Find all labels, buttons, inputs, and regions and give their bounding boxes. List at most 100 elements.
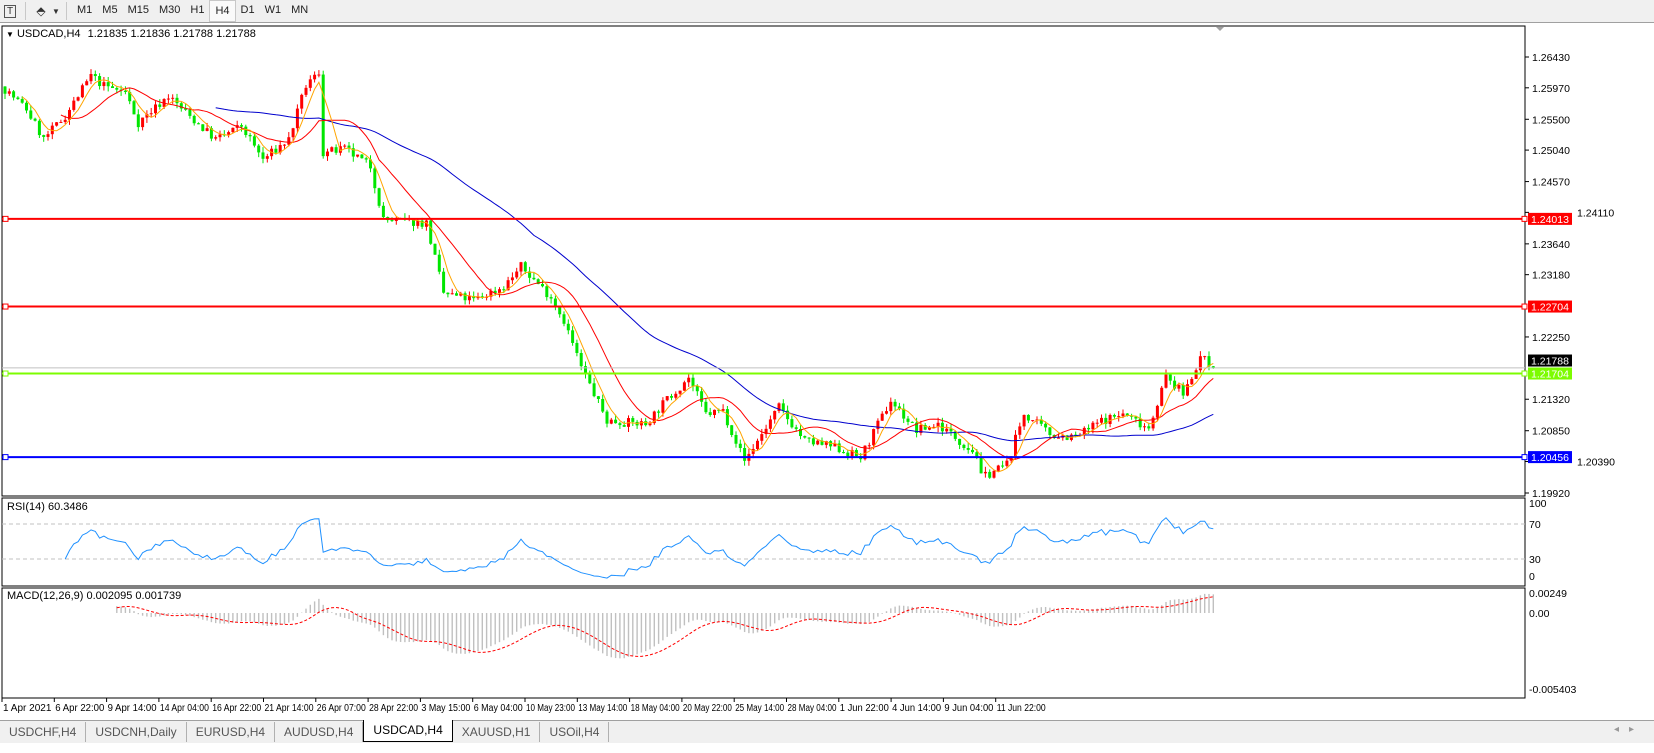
candle <box>123 86 127 95</box>
level-handle-right[interactable] <box>1521 215 1528 222</box>
line-style-icon[interactable]: ⬘ <box>36 4 46 18</box>
candle <box>300 93 304 114</box>
candle <box>158 99 162 110</box>
candle-body <box>50 125 54 135</box>
tab-usdcad-h4[interactable]: USDCAD,H4 <box>363 720 453 742</box>
timeframe-m15[interactable]: M15 <box>127 4 149 16</box>
candle-body <box>807 437 811 439</box>
tab-usdchf-h4[interactable]: USDCHF,H4 <box>0 722 87 742</box>
candle <box>562 311 566 327</box>
candle-body <box>3 86 7 94</box>
rsi-level-label: 0 <box>1529 571 1535 583</box>
timeframe-m1[interactable]: M1 <box>77 4 93 16</box>
rsi-panel[interactable] <box>1 497 1526 587</box>
candle-body <box>46 134 50 137</box>
level-handle-left[interactable] <box>2 303 9 310</box>
candle-body <box>1087 427 1091 430</box>
candle <box>1177 382 1181 392</box>
symbol-menu-icon[interactable]: ▼ <box>6 30 14 39</box>
time-tick-label: 26 Apr 07:00 <box>317 703 366 714</box>
tab-usoil-h4[interactable]: USOil,H4 <box>540 722 610 742</box>
timeframe-w1[interactable]: W1 <box>264 4 282 16</box>
horizontal-level-line[interactable]: 1.20456 <box>2 451 1572 464</box>
candle-body <box>154 104 157 114</box>
level-handle-left[interactable] <box>2 370 9 377</box>
candle <box>326 148 329 161</box>
timeframe-mn[interactable]: MN <box>291 4 309 16</box>
symbol-label: USDCAD,H4 <box>16 28 81 40</box>
candle-body <box>971 449 974 453</box>
toolbar: T ⬘ ▼ M1 M5 M15 M30 H1 H4 D1 W1 MN <box>0 0 1654 23</box>
candle-body <box>605 411 609 424</box>
candle <box>1082 426 1086 440</box>
moving-average-slow <box>215 107 1214 442</box>
level-handle-right[interactable] <box>1521 303 1528 310</box>
candle-body <box>571 330 575 343</box>
candle-body <box>283 144 286 146</box>
candle <box>704 398 708 414</box>
candle-body <box>958 438 962 445</box>
tab-usdcnh-daily[interactable]: USDCNH,Daily <box>86 722 187 742</box>
candle <box>455 291 458 296</box>
macd-panel[interactable] <box>1 587 1526 699</box>
price-tick-label: 1.25040 <box>1532 145 1570 157</box>
level-handle-right[interactable] <box>1521 454 1528 461</box>
candle-body <box>768 419 772 429</box>
candle-body <box>902 408 906 419</box>
tab-eurusd-h4[interactable]: EURUSD,H4 <box>187 722 276 742</box>
current-price-label: 1.21788 <box>1531 356 1569 368</box>
candle-body <box>738 443 742 449</box>
candle <box>1186 379 1189 397</box>
candle <box>730 424 734 438</box>
level-handle-left[interactable] <box>2 454 9 461</box>
time-tick-label: 10 May 23:00 <box>526 703 575 714</box>
candle <box>295 104 299 133</box>
candle-body <box>115 88 119 90</box>
timeframe-d1[interactable]: D1 <box>240 4 255 16</box>
candle <box>992 470 996 479</box>
candle-body <box>351 148 355 157</box>
candle <box>369 155 372 173</box>
candle-body <box>261 152 265 159</box>
time-tick-label: 28 Apr 22:00 <box>369 703 418 714</box>
chevron-down-icon[interactable]: ▼ <box>52 6 60 16</box>
candle-body <box>1009 456 1013 461</box>
chart-shift-marker[interactable] <box>1216 27 1224 31</box>
candle-body <box>579 352 583 367</box>
level-handle-right[interactable] <box>1521 370 1528 377</box>
level-handle-left[interactable] <box>2 215 9 222</box>
text-tool-icon[interactable]: T <box>0 1 20 21</box>
candle-body <box>373 168 377 189</box>
candle <box>201 124 205 132</box>
candle-body <box>661 400 665 413</box>
candle <box>725 406 729 428</box>
main-price-panel[interactable] <box>1 25 1526 497</box>
candle <box>72 96 76 112</box>
candle <box>1018 422 1022 439</box>
candle-body <box>1048 427 1052 436</box>
candle-body <box>209 128 213 139</box>
timeframe-h4[interactable]: H4 <box>209 0 236 22</box>
candle-body <box>1057 437 1060 439</box>
candle-body <box>287 137 291 145</box>
timeframe-m30[interactable]: M30 <box>158 4 181 16</box>
tab-scroll-arrows[interactable]: ◂▸ <box>1613 724 1644 735</box>
candle-body <box>334 147 338 153</box>
timeframe-m5[interactable]: M5 <box>102 4 118 16</box>
toolbar-divider <box>66 2 67 20</box>
tab-audusd-h4[interactable]: AUDUSD,H4 <box>275 722 364 742</box>
candle-body <box>803 436 807 438</box>
ohlc-values: 1.21835 1.21836 1.21788 1.21788 <box>87 28 256 40</box>
candle-body <box>992 470 996 478</box>
candle-body <box>89 74 93 82</box>
timeframe-h1[interactable]: H1 <box>190 4 205 16</box>
candle <box>566 319 570 335</box>
candle-body <box>536 279 540 285</box>
tab-xauusd-h1[interactable]: XAUUSD,H1 <box>453 722 541 742</box>
candle-body <box>175 97 179 104</box>
candle-body <box>1147 426 1151 429</box>
horizontal-level-line[interactable]: 1.22704 <box>2 300 1572 314</box>
horizontal-level-line[interactable]: 1.21704 <box>2 367 1572 381</box>
horizontal-level-line[interactable]: 1.24013 <box>2 212 1572 226</box>
